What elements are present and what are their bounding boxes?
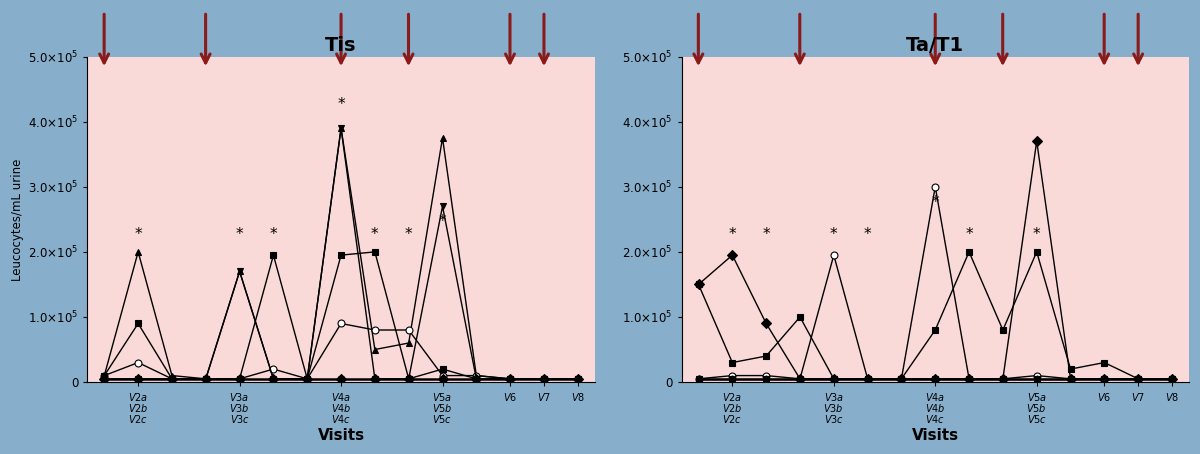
X-axis label: Visits: Visits: [912, 428, 959, 443]
X-axis label: Visits: Visits: [318, 428, 365, 443]
Text: *: *: [1033, 227, 1040, 242]
Text: *: *: [965, 227, 973, 242]
Text: *: *: [134, 227, 142, 242]
Title: Ta/T1: Ta/T1: [906, 36, 965, 55]
Text: *: *: [371, 227, 379, 242]
Text: *: *: [404, 227, 413, 242]
Text: *: *: [728, 227, 736, 242]
Text: *: *: [270, 227, 277, 242]
Text: *: *: [762, 227, 770, 242]
Text: *: *: [235, 227, 244, 242]
Text: *: *: [864, 227, 871, 242]
Title: Tis: Tis: [325, 36, 356, 55]
Text: *: *: [439, 214, 446, 229]
Text: *: *: [931, 195, 940, 210]
Text: *: *: [830, 227, 838, 242]
Y-axis label: Leucocytes/mL urine: Leucocytes/mL urine: [11, 158, 24, 281]
Text: *: *: [337, 97, 344, 112]
